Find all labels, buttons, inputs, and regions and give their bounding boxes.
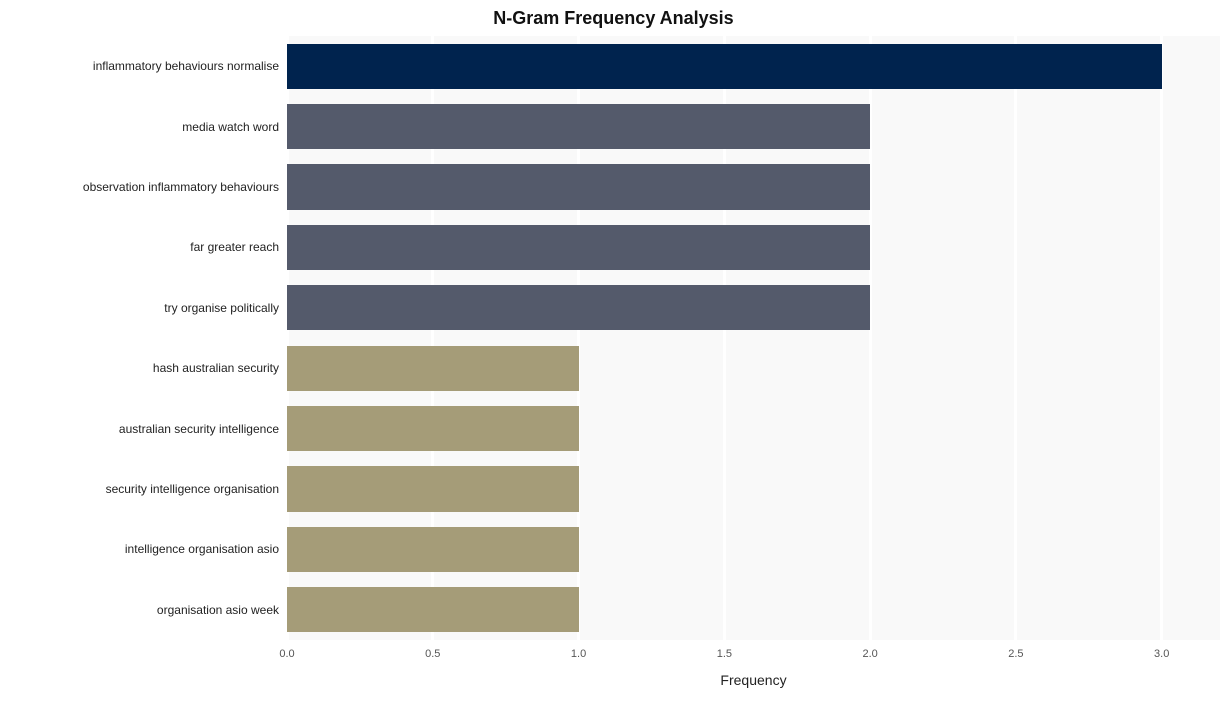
y-tick-label: far greater reach (190, 240, 279, 254)
y-tick-label: inflammatory behaviours normalise (93, 59, 279, 73)
ngram-chart: N-Gram Frequency Analysis Frequency 0.0 0… (0, 0, 1227, 701)
bar (287, 466, 579, 511)
bar (287, 225, 870, 270)
x-tick-label: 1.0 (571, 648, 586, 660)
x-tick-label: 0.5 (425, 648, 440, 660)
bar (287, 406, 579, 451)
grid-line (1014, 36, 1017, 640)
x-tick-label: 0.0 (279, 648, 294, 660)
x-tick-label: 1.5 (717, 648, 732, 660)
y-tick-label: organisation asio week (157, 603, 279, 617)
bar (287, 587, 579, 632)
y-tick-label: security intelligence organisation (106, 482, 279, 496)
x-tick-label: 3.0 (1154, 648, 1169, 660)
bar (287, 44, 1162, 89)
y-tick-label: observation inflammatory behaviours (83, 180, 279, 194)
chart-title: N-Gram Frequency Analysis (0, 8, 1227, 29)
x-axis-title: Frequency (287, 672, 1220, 688)
bar (287, 164, 870, 209)
grid-line (1160, 36, 1163, 640)
y-tick-label: intelligence organisation asio (125, 542, 279, 556)
bar (287, 104, 870, 149)
y-tick-label: try organise politically (164, 301, 279, 315)
y-tick-label: australian security intelligence (119, 422, 279, 436)
y-tick-label: hash australian security (153, 361, 279, 375)
x-tick-label: 2.0 (862, 648, 877, 660)
bar (287, 346, 579, 391)
bar (287, 285, 870, 330)
chart-plot-area (287, 36, 1220, 640)
y-tick-label: media watch word (182, 120, 279, 134)
x-tick-label: 2.5 (1008, 648, 1023, 660)
bar (287, 527, 579, 572)
